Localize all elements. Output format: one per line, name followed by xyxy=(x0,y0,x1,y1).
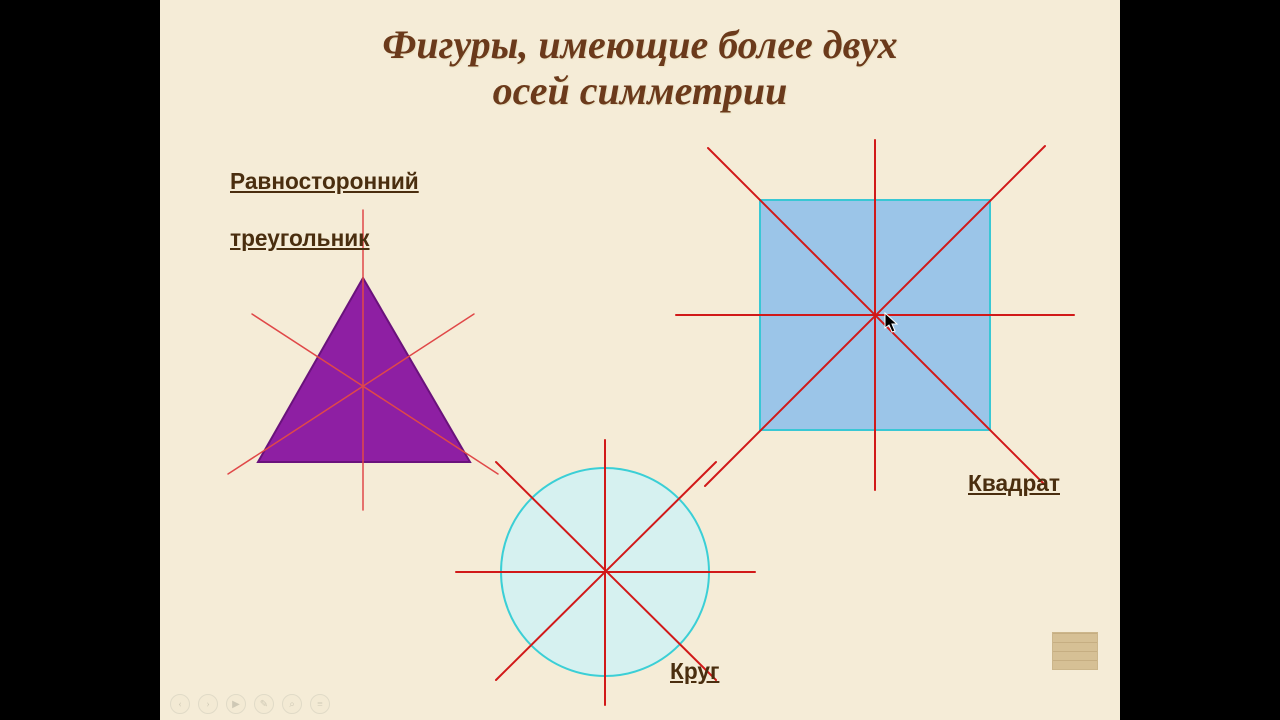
slide-controls: ‹ › ▶ ✎ ⌕ ≡ xyxy=(170,694,330,714)
slide-control-button[interactable]: ‹ xyxy=(170,694,190,714)
slide-control-button[interactable]: ⌕ xyxy=(282,694,302,714)
geometry-layer xyxy=(160,0,1120,720)
label-triangle-line2: треугольник xyxy=(230,225,370,252)
slide-control-button[interactable]: › xyxy=(198,694,218,714)
label-triangle-line1: Равносторонний xyxy=(230,168,419,195)
brick-icon xyxy=(1052,632,1098,670)
slide: Фигуры, имеющие более двух осей симметри… xyxy=(160,0,1120,720)
label-circle: Круг xyxy=(670,658,719,685)
slide-control-button[interactable]: ✎ xyxy=(254,694,274,714)
slide-control-button[interactable]: ≡ xyxy=(310,694,330,714)
letterbox: Фигуры, имеющие более двух осей симметри… xyxy=(0,0,1280,720)
label-square: Квадрат xyxy=(968,470,1060,497)
slide-control-button[interactable]: ▶ xyxy=(226,694,246,714)
